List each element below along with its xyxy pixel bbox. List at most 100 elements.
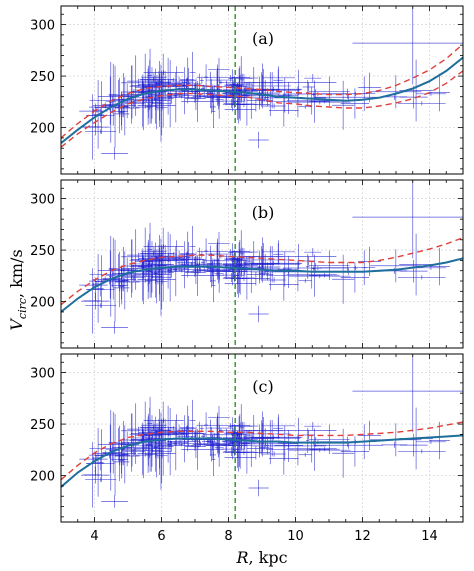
- data-point: [225, 250, 244, 282]
- ticks: [61, 180, 463, 348]
- data-point: [168, 60, 172, 128]
- y-tick-label: 300: [30, 193, 55, 208]
- data-point: [265, 262, 270, 281]
- x-axis-label-var: R: [235, 548, 248, 567]
- data-point: [121, 445, 142, 453]
- lower-bound-line: [61, 70, 463, 148]
- grid: [61, 6, 463, 174]
- data-point: [225, 98, 250, 111]
- data-point: [311, 266, 316, 271]
- data-point: [236, 432, 247, 437]
- data-point: [180, 251, 195, 256]
- data-point: [173, 93, 177, 98]
- data-point: [198, 84, 238, 110]
- panel-2: 200 250 300 (b): [30, 179, 464, 349]
- data-point: [332, 80, 355, 130]
- data-point: [170, 251, 178, 257]
- data-point: [245, 260, 302, 266]
- data-point: [134, 255, 152, 268]
- data-point: [182, 428, 187, 433]
- data-point: [202, 241, 233, 280]
- data-point: [231, 422, 250, 429]
- data-point: [298, 452, 312, 457]
- data-point: [157, 246, 195, 297]
- y-tick-label: 250: [30, 70, 55, 85]
- data-point: [129, 222, 171, 298]
- data-point: [137, 255, 176, 304]
- data-point: [154, 418, 164, 449]
- y-axis-label-var: V: [7, 318, 26, 331]
- upper-bound-line: [61, 43, 463, 139]
- data-point: [246, 443, 274, 454]
- data-point: [189, 399, 196, 442]
- data-point: [298, 278, 312, 283]
- data-point: [313, 266, 322, 271]
- data-point: [274, 443, 304, 448]
- data-point: [269, 268, 299, 301]
- data-point: [224, 98, 256, 121]
- panel-1: 200 250 300 (a): [30, 5, 464, 175]
- data-point: [289, 100, 351, 105]
- y-tick-label: 200: [30, 470, 55, 485]
- data-point: [117, 90, 150, 109]
- panel-label: (c): [252, 377, 273, 396]
- data-point: [134, 429, 152, 442]
- data-point: [211, 94, 216, 129]
- data-point: [211, 268, 216, 303]
- data-point: [161, 267, 180, 273]
- y-tick-label: 200: [30, 122, 55, 137]
- data-point: [242, 93, 250, 98]
- data-point: [289, 274, 351, 279]
- data-point: [266, 434, 330, 466]
- y-tick-label: 300: [30, 19, 55, 34]
- data-point: [269, 442, 299, 475]
- data-point: [246, 269, 274, 280]
- data-point: [181, 255, 214, 297]
- data-point: [228, 75, 233, 82]
- ticks: [61, 6, 463, 174]
- data-point: [265, 88, 270, 107]
- y-tick-label: 250: [30, 244, 55, 259]
- panel-label: (b): [252, 203, 275, 222]
- data-point: [198, 432, 238, 458]
- data-point: [157, 420, 195, 471]
- data-point: [245, 86, 302, 92]
- data-point: [210, 84, 216, 112]
- fit-line: [61, 56, 463, 144]
- data-point: [231, 74, 250, 81]
- x-tick-label: 6: [157, 529, 165, 544]
- data-point: [180, 77, 195, 82]
- data-point: [161, 441, 180, 447]
- data-point: [150, 80, 171, 85]
- data-point: [266, 86, 330, 118]
- data-point: [428, 421, 450, 460]
- data-point: [154, 244, 164, 275]
- fit-line: [61, 434, 463, 488]
- data-point: [211, 442, 216, 477]
- data-point: [149, 242, 162, 298]
- data-point: [231, 248, 250, 255]
- data-point: [249, 415, 259, 437]
- data-point: [102, 444, 123, 462]
- data-point: [304, 422, 322, 431]
- data-point: [248, 305, 269, 323]
- curves: [61, 43, 463, 148]
- data-point: [83, 268, 102, 334]
- data-point: [254, 445, 258, 460]
- data-point: [254, 97, 258, 112]
- data-point: [273, 417, 284, 440]
- data-point: [399, 233, 433, 296]
- data-point: [266, 260, 330, 292]
- data-point: [171, 426, 202, 438]
- data-point: [273, 69, 284, 92]
- data-point: [138, 82, 177, 87]
- data-point: [398, 101, 446, 106]
- data-point: [182, 80, 187, 85]
- data-point: [273, 243, 284, 266]
- y-tick-label: 200: [30, 296, 55, 311]
- curves: [61, 237, 463, 313]
- data-point: [185, 96, 206, 101]
- data-point: [85, 477, 117, 482]
- data-point: [358, 420, 382, 451]
- data-points: [79, 354, 463, 508]
